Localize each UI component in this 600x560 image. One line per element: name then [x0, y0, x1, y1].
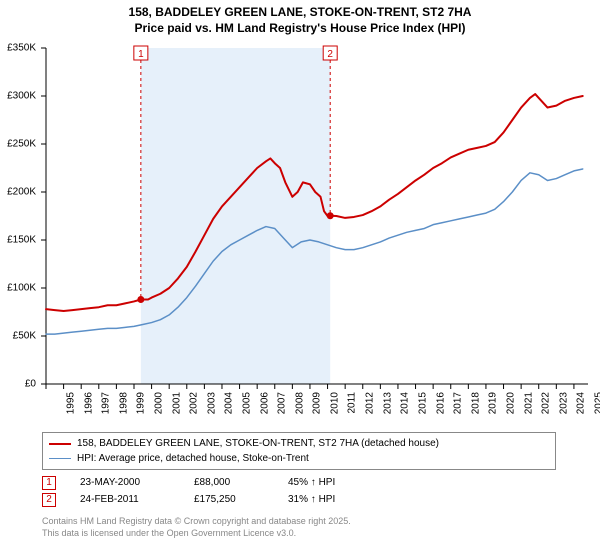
title-line-1: 158, BADDELEY GREEN LANE, STOKE-ON-TRENT… [0, 4, 600, 20]
x-tick-label: 2012 [364, 392, 375, 414]
x-tick-label: 2001 [171, 392, 182, 414]
x-tick-label: 2014 [400, 392, 411, 414]
legend-label: 158, BADDELEY GREEN LANE, STOKE-ON-TRENT… [77, 436, 439, 451]
x-tick-label: 1998 [118, 392, 129, 414]
x-tick-label: 2024 [576, 392, 587, 414]
x-tick-label: 2007 [276, 392, 287, 414]
transaction-hpi: 45% ↑ HPI [288, 474, 368, 491]
chart-svg: 12 [40, 42, 600, 422]
y-tick-label: £300K [7, 91, 36, 102]
x-tick-label: 2003 [206, 392, 217, 414]
legend-box: 158, BADDELEY GREEN LANE, STOKE-ON-TRENT… [42, 432, 556, 470]
legend-row: HPI: Average price, detached house, Stok… [49, 451, 549, 466]
x-tick-label: 2005 [241, 392, 252, 414]
chart-area: 12 £0£50K£100K£150K£200K£250K£300K£350K1… [40, 42, 600, 422]
legend-row: 158, BADDELEY GREEN LANE, STOKE-ON-TRENT… [49, 436, 549, 451]
x-tick-label: 2022 [540, 392, 551, 414]
x-tick-label: 2013 [382, 392, 393, 414]
x-tick-label: 2002 [188, 392, 199, 414]
legend-swatch [49, 443, 71, 445]
title-line-2: Price paid vs. HM Land Registry's House … [0, 20, 600, 36]
footer-line-2: This data is licensed under the Open Gov… [42, 528, 351, 540]
transaction-date: 24-FEB-2011 [80, 491, 170, 508]
svg-text:1: 1 [138, 49, 144, 60]
x-tick-label: 2006 [259, 392, 270, 414]
x-tick-label: 2017 [452, 392, 463, 414]
svg-text:2: 2 [327, 49, 333, 60]
x-tick-label: 2016 [435, 392, 446, 414]
x-tick-label: 2015 [417, 392, 428, 414]
x-tick-label: 2011 [346, 392, 357, 414]
transaction-row: 2 24-FEB-2011 £175,250 31% ↑ HPI [42, 491, 368, 508]
x-tick-label: 2010 [329, 392, 340, 414]
x-tick-label: 2004 [224, 392, 235, 414]
legend-swatch [49, 458, 71, 460]
chart-container: 158, BADDELEY GREEN LANE, STOKE-ON-TRENT… [0, 0, 600, 560]
x-tick-label: 2000 [153, 392, 164, 414]
footer: Contains HM Land Registry data © Crown c… [42, 516, 351, 539]
x-tick-label: 1996 [83, 392, 94, 414]
x-tick-label: 1997 [100, 392, 111, 414]
y-tick-label: £350K [7, 43, 36, 54]
x-tick-label: 2018 [470, 392, 481, 414]
x-tick-label: 2021 [523, 392, 534, 414]
x-tick-label: 2020 [505, 392, 516, 414]
y-tick-label: £250K [7, 139, 36, 150]
transaction-date: 23-MAY-2000 [80, 474, 170, 491]
transaction-marker: 2 [42, 493, 56, 507]
x-tick-label: 2019 [488, 392, 499, 414]
footer-line-1: Contains HM Land Registry data © Crown c… [42, 516, 351, 528]
y-tick-label: £100K [7, 283, 36, 294]
transaction-hpi: 31% ↑ HPI [288, 491, 368, 508]
y-tick-label: £0 [25, 379, 36, 390]
transaction-price: £88,000 [194, 474, 264, 491]
x-tick-label: 2008 [294, 392, 305, 414]
x-tick-label: 1995 [65, 392, 76, 414]
y-tick-label: £200K [7, 187, 36, 198]
transaction-price: £175,250 [194, 491, 264, 508]
transactions-table: 1 23-MAY-2000 £88,000 45% ↑ HPI 2 24-FEB-2011… [42, 474, 368, 508]
x-tick-label: 1999 [136, 392, 147, 414]
x-tick-label: 2023 [558, 392, 569, 414]
legend-label: HPI: Average price, detached house, Stok… [77, 451, 309, 466]
transaction-row: 1 23-MAY-2000 £88,000 45% ↑ HPI [42, 474, 368, 491]
x-tick-label: 2009 [312, 392, 323, 414]
transaction-marker: 1 [42, 476, 56, 490]
y-tick-label: £150K [7, 235, 36, 246]
title-block: 158, BADDELEY GREEN LANE, STOKE-ON-TRENT… [0, 0, 600, 42]
x-tick-label: 2025 [593, 392, 600, 414]
y-tick-label: £50K [13, 331, 36, 342]
